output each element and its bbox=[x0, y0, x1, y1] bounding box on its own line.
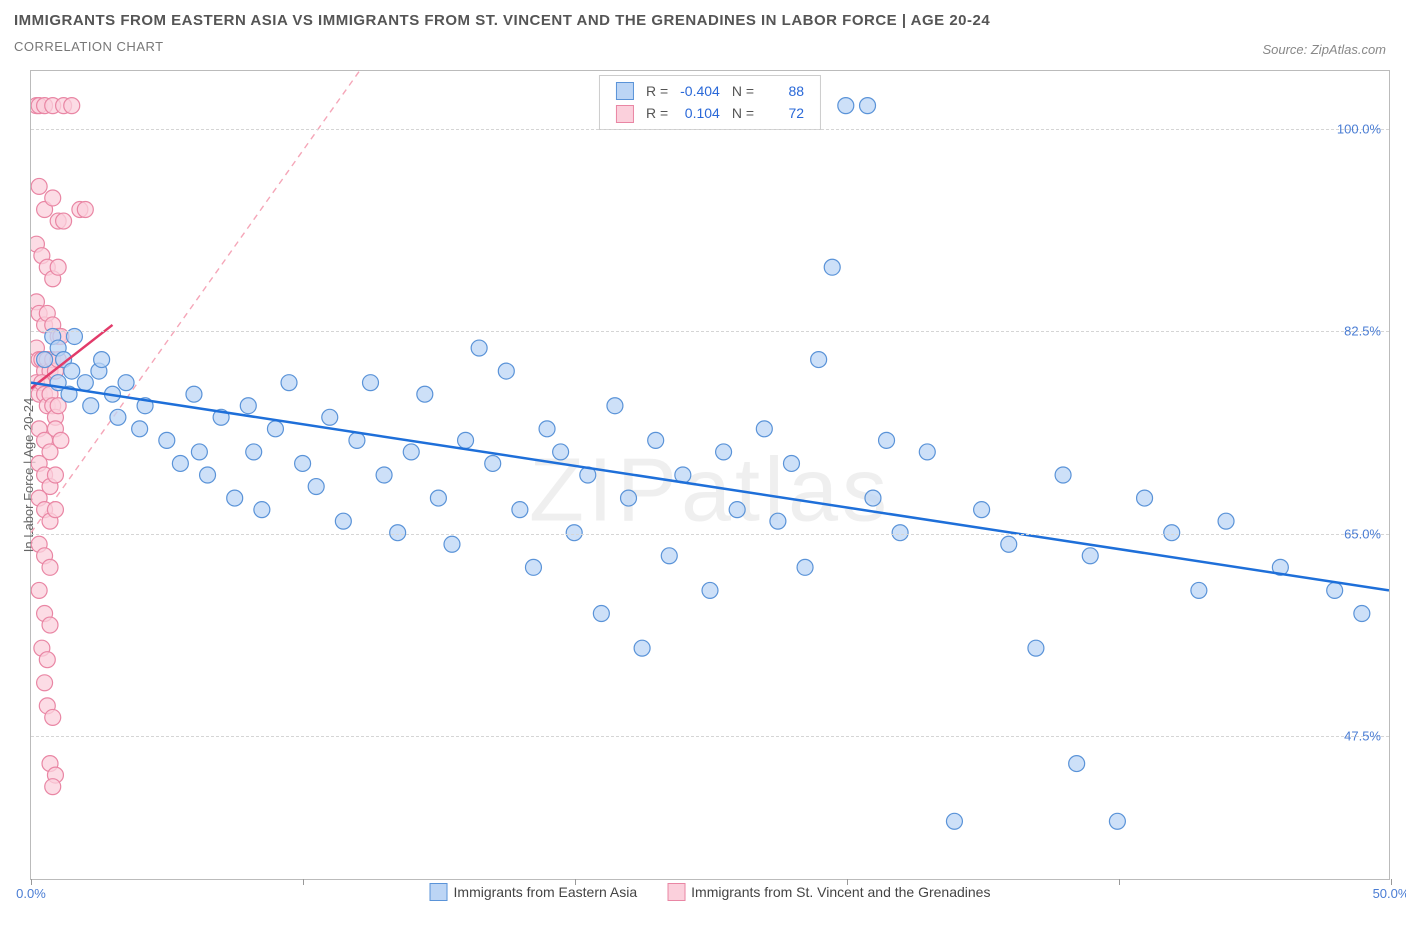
series-legend: Immigrants from Eastern Asia Immigrants … bbox=[430, 883, 991, 901]
series-label-pink: Immigrants from St. Vincent and the Gren… bbox=[691, 884, 990, 900]
swatch-pink bbox=[667, 883, 685, 901]
x-tick bbox=[1119, 879, 1120, 885]
gridline bbox=[31, 534, 1389, 535]
x-tick-label: 0.0% bbox=[16, 886, 46, 901]
correlation-legend: R = -0.404 N = 88 R = 0.104 N = 72 bbox=[599, 75, 821, 130]
y-tick-label: 82.5% bbox=[1344, 324, 1381, 339]
series-label-blue: Immigrants from Eastern Asia bbox=[454, 884, 638, 900]
n-value-blue: 88 bbox=[760, 80, 810, 102]
swatch-blue bbox=[616, 82, 634, 100]
n-label: N = bbox=[726, 80, 760, 102]
x-tick bbox=[303, 879, 304, 885]
x-tick bbox=[575, 879, 576, 885]
x-tick-label: 50.0% bbox=[1373, 886, 1406, 901]
legend-row-pink: R = 0.104 N = 72 bbox=[610, 102, 810, 124]
y-tick-label: 47.5% bbox=[1344, 729, 1381, 744]
x-tick bbox=[31, 879, 32, 885]
gridline bbox=[31, 129, 1389, 130]
scatter-svg bbox=[31, 71, 1389, 879]
n-value-pink: 72 bbox=[760, 102, 810, 124]
r-label: R = bbox=[640, 80, 674, 102]
y-tick-label: 100.0% bbox=[1337, 121, 1381, 136]
swatch-pink bbox=[616, 105, 634, 123]
x-tick bbox=[847, 879, 848, 885]
r-label: R = bbox=[640, 102, 674, 124]
n-label: N = bbox=[726, 102, 760, 124]
legend-row-blue: R = -0.404 N = 88 bbox=[610, 80, 810, 102]
chart-subtitle: CORRELATION CHART bbox=[14, 39, 1392, 54]
legend-item-blue: Immigrants from Eastern Asia bbox=[430, 883, 638, 901]
r-value-blue: -0.404 bbox=[674, 80, 726, 102]
swatch-blue bbox=[430, 883, 448, 901]
r-value-pink: 0.104 bbox=[674, 102, 726, 124]
gridline bbox=[31, 331, 1389, 332]
y-tick-label: 65.0% bbox=[1344, 526, 1381, 541]
source-attribution: Source: ZipAtlas.com bbox=[1262, 42, 1386, 57]
legend-item-pink: Immigrants from St. Vincent and the Gren… bbox=[667, 883, 990, 901]
x-tick bbox=[1391, 879, 1392, 885]
chart-main-title: IMMIGRANTS FROM EASTERN ASIA VS IMMIGRAN… bbox=[14, 12, 1392, 29]
chart-plot-area: In Labor Force | Age 20-24 ZIPatlas R = … bbox=[30, 70, 1390, 880]
gridline bbox=[31, 736, 1389, 737]
